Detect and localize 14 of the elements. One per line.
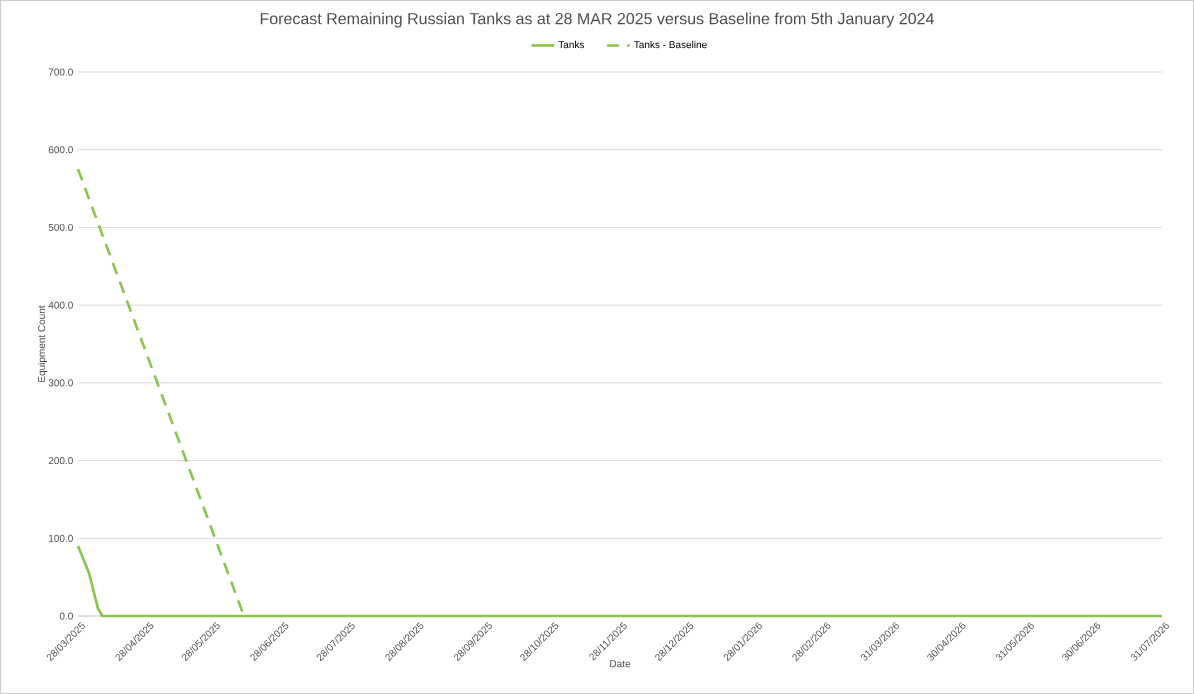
x-axis-title: Date (610, 660, 631, 668)
legend-label: Tanks - Baseline (634, 40, 707, 49)
y-tick-label: 300.0 (48, 379, 73, 387)
y-tick-label: 0.0 (59, 612, 73, 620)
y-tick-label: 500.0 (48, 223, 73, 231)
y-tick-label: 700.0 (48, 68, 73, 76)
y-axis-title: Equipment Count (37, 305, 48, 382)
y-tick-label: 600.0 (48, 146, 73, 154)
legend-label: Tanks (558, 40, 585, 49)
line-series (76, 544, 1164, 618)
y-tick-label: 200.0 (48, 457, 73, 465)
y-tick-label: 400.0 (48, 301, 73, 309)
y-tick-label: 100.0 (49, 534, 73, 542)
chart-title: Forecast Remaining Russian Tanks as at 28 MAR 2025 versus Baseline from 5th January 2024 (260, 12, 934, 28)
